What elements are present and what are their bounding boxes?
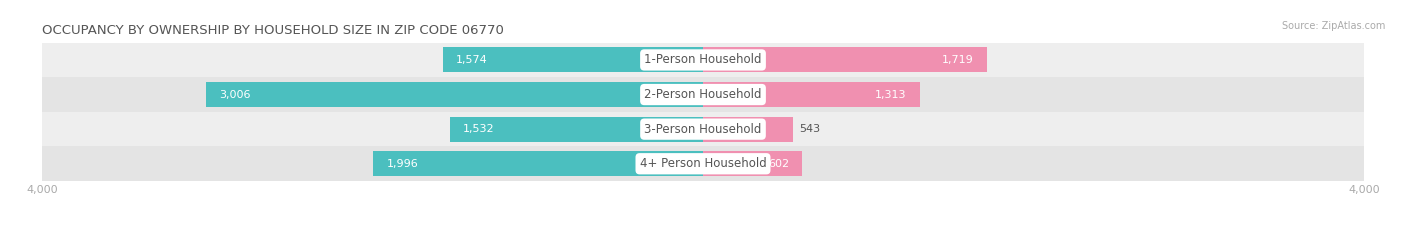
Text: 1,996: 1,996: [387, 159, 418, 169]
Text: 1-Person Household: 1-Person Household: [644, 53, 762, 66]
Text: 543: 543: [800, 124, 821, 134]
Bar: [703, 82, 920, 107]
Text: 4+ Person Household: 4+ Person Household: [640, 157, 766, 170]
Bar: [42, 112, 1364, 147]
Text: OCCUPANCY BY OWNERSHIP BY HOUSEHOLD SIZE IN ZIP CODE 06770: OCCUPANCY BY OWNERSHIP BY HOUSEHOLD SIZE…: [42, 24, 505, 37]
Bar: [450, 117, 703, 142]
Bar: [703, 117, 793, 142]
Bar: [373, 151, 703, 176]
Bar: [42, 147, 1364, 181]
Bar: [42, 43, 1364, 77]
Bar: [207, 82, 703, 107]
Text: 1,574: 1,574: [456, 55, 488, 65]
Text: Source: ZipAtlas.com: Source: ZipAtlas.com: [1281, 21, 1385, 31]
Text: 602: 602: [768, 159, 789, 169]
Text: 2-Person Household: 2-Person Household: [644, 88, 762, 101]
Bar: [703, 151, 803, 176]
Text: 3-Person Household: 3-Person Household: [644, 123, 762, 136]
Text: 1,313: 1,313: [875, 89, 907, 99]
Bar: [703, 48, 987, 72]
Bar: [443, 48, 703, 72]
Text: 1,532: 1,532: [463, 124, 495, 134]
Text: 1,719: 1,719: [942, 55, 974, 65]
Text: 3,006: 3,006: [219, 89, 252, 99]
Bar: [42, 77, 1364, 112]
